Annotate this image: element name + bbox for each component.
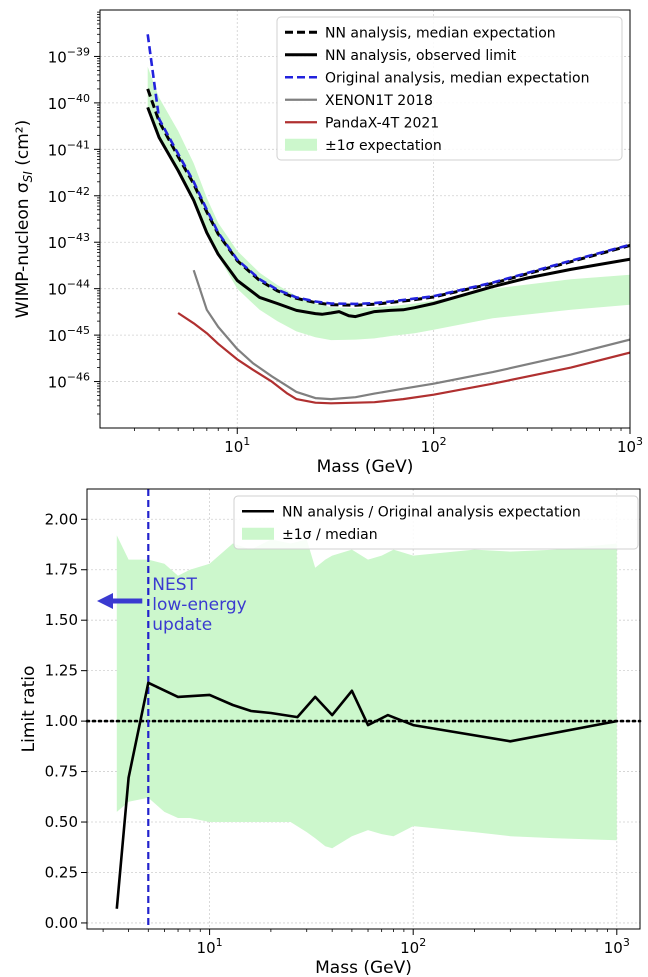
x-axis: 101 102 103 [102, 929, 630, 957]
series-line-3 [146, 34, 630, 306]
y-tick-label: 10−43 [48, 231, 90, 252]
series-line-5 [177, 312, 630, 405]
y-tick-label: 1.75 [45, 561, 78, 579]
legend-label: XENON1T 2018 [325, 93, 433, 109]
x-axis-label: Mass (GeV) [317, 457, 414, 477]
x-tick-label: 101 [224, 435, 250, 456]
y-tick-label: 10−41 [48, 138, 90, 159]
legend-label: PandaX-4T 2021 [325, 115, 439, 131]
sigma-band [116, 535, 617, 849]
legend-swatch-band [242, 527, 274, 540]
y-tick-label: 2.00 [45, 510, 78, 528]
annotation-line: NEST [152, 575, 197, 595]
y-axis-label: Limit ratio [19, 666, 39, 753]
legend: NN analysis / Original analysis expectat… [233, 495, 639, 550]
y-tick-label: 10−46 [48, 371, 90, 392]
y-tick-label: 10−45 [48, 324, 90, 345]
x-tick-label: 103 [604, 936, 630, 957]
x-tick-label: 103 [617, 435, 643, 456]
y-tick-label: 10−40 [48, 92, 90, 113]
x-axis: 101 102 103 [134, 428, 643, 456]
x-tick-label: 102 [400, 936, 426, 957]
y-tick-label: 10−42 [48, 185, 90, 206]
y-tick-label: 0.50 [45, 813, 78, 831]
y-axis-label: WIMP-nucleon σSI (cm²) [13, 120, 35, 318]
y-tick-label: 0.00 [45, 914, 78, 932]
plot-frame [99, 9, 631, 429]
series-line-1 [115, 681, 618, 909]
legend-label: ±1σ / median [282, 527, 378, 543]
y-axis: 0.00 0.25 0.50 0.75 1.00 1.25 1.50 1.75 2.00 [45, 510, 87, 932]
legend-swatch-band [285, 138, 317, 151]
legend-label: NN analysis, observed limit [325, 48, 517, 64]
legend-label: ±1σ expectation [325, 138, 442, 154]
annotation-line: low-energy [152, 595, 246, 615]
series-line-1 [146, 88, 630, 307]
y-tick-label: 0.75 [45, 763, 78, 781]
plot-frame [86, 488, 641, 930]
legend-box [276, 16, 623, 161]
legend-label: NN analysis / Original analysis expectat… [282, 504, 581, 520]
chart-panel-1: 101 102 10310−3910−4010−4110−4210−4310−441… [13, 9, 643, 477]
y-tick-label: 1.50 [45, 611, 78, 629]
annotation-line: update [152, 615, 212, 635]
legend-box [233, 495, 639, 550]
series-line-2 [146, 106, 630, 319]
y-tick-label: 10−39 [48, 45, 90, 66]
series-line-4 [192, 269, 630, 401]
legend-label: NN analysis, median expectation [325, 25, 556, 41]
left-arrow-head-icon [97, 593, 113, 609]
y-tick-label: 1.25 [45, 662, 78, 680]
legend-label: Original analysis, median expectation [325, 70, 589, 86]
y-tick-label: 1.00 [45, 712, 78, 730]
y-tick-label: 10−44 [48, 278, 90, 299]
x-tick-label: 101 [197, 936, 223, 957]
x-tick-label: 102 [421, 435, 447, 456]
chart-panel-2: 101 102 103 0.00 0.25 0.50 0.75 1.00 1.25 1.50 1.7… [19, 488, 642, 977]
x-axis-label: Mass (GeV) [315, 958, 412, 977]
y-axis: 10−39 10−40 10−41 10−42 10−43 10−44 10−45 10−46 [48, 11, 100, 415]
y-tick-label: 0.25 [45, 863, 78, 881]
legend: NN analysis, median expectation NN analys… [276, 16, 623, 161]
